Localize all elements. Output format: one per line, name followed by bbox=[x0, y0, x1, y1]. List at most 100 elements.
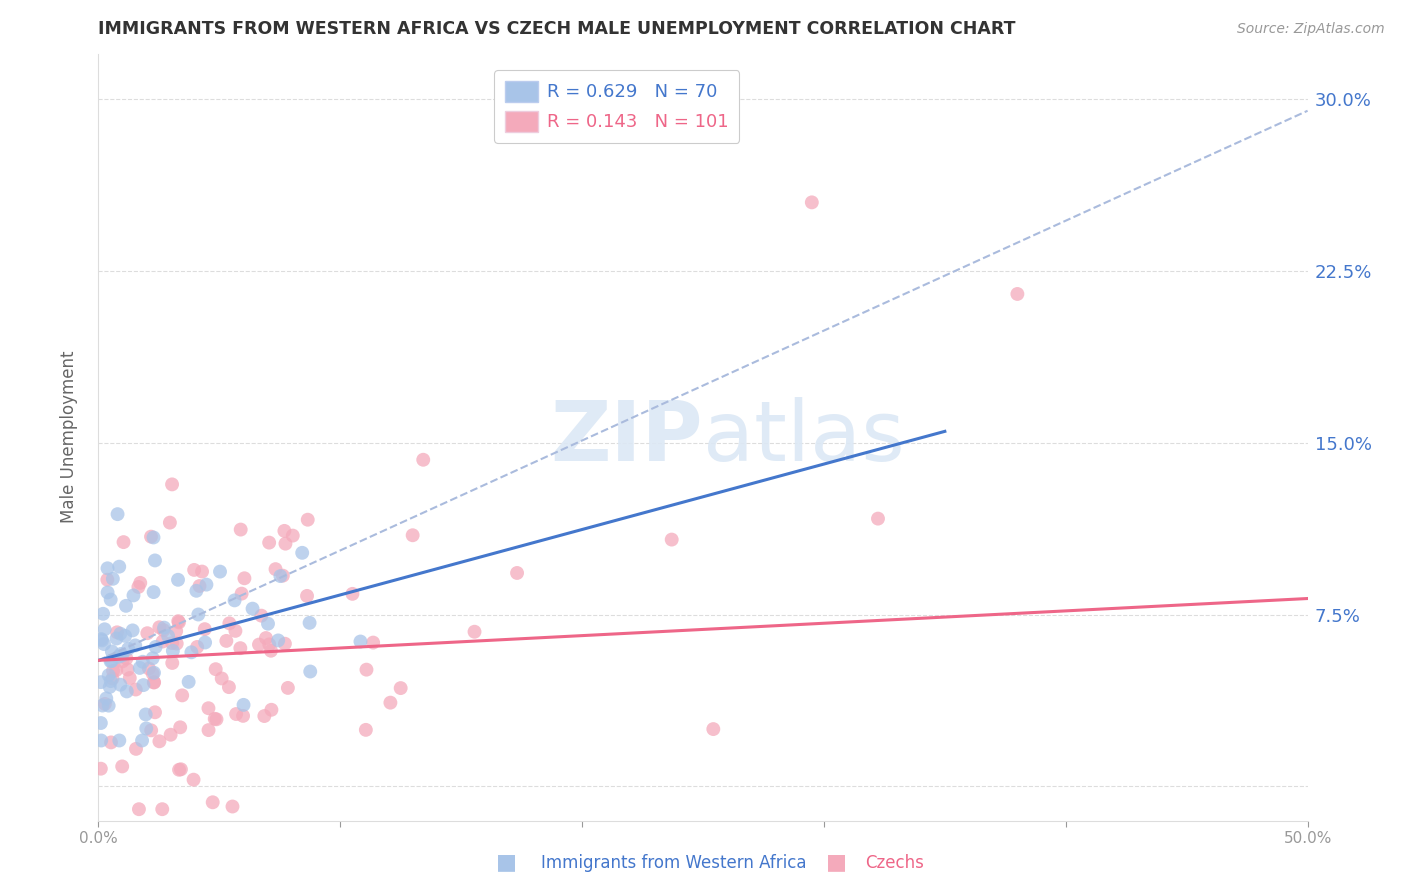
Point bbox=[143, 675, 166, 690]
Point bbox=[124, 639, 146, 653]
Point bbox=[91, 607, 114, 621]
Point bbox=[111, 648, 134, 663]
Point bbox=[412, 452, 434, 467]
Point bbox=[389, 681, 412, 695]
Point bbox=[108, 559, 131, 574]
Point bbox=[800, 195, 823, 210]
Point bbox=[91, 633, 114, 648]
Point bbox=[224, 593, 246, 607]
Point bbox=[242, 601, 264, 615]
Y-axis label: Male Unemployment: Male Unemployment bbox=[59, 351, 77, 524]
Text: ZIP: ZIP bbox=[551, 397, 703, 477]
Point bbox=[229, 641, 252, 656]
Point bbox=[93, 637, 115, 651]
Point bbox=[132, 678, 155, 692]
Point bbox=[135, 707, 157, 722]
Point bbox=[114, 629, 136, 643]
Point bbox=[100, 654, 122, 668]
Point bbox=[122, 588, 145, 602]
Point bbox=[354, 723, 377, 737]
Point bbox=[187, 607, 209, 622]
Point bbox=[661, 533, 683, 547]
Point bbox=[129, 575, 152, 590]
Point bbox=[93, 622, 115, 636]
Point bbox=[100, 592, 122, 607]
Point bbox=[107, 649, 129, 664]
Point bbox=[111, 654, 134, 668]
Point bbox=[349, 634, 371, 648]
Point bbox=[91, 698, 114, 713]
Point bbox=[159, 728, 181, 742]
Point bbox=[143, 553, 166, 567]
Point bbox=[101, 572, 124, 586]
Point bbox=[188, 579, 211, 593]
Point bbox=[125, 742, 148, 756]
Point bbox=[90, 675, 112, 690]
Point bbox=[277, 681, 299, 695]
Text: ■: ■ bbox=[827, 853, 846, 872]
Point bbox=[169, 720, 191, 734]
Point bbox=[110, 626, 132, 640]
Point bbox=[167, 614, 190, 628]
Point bbox=[271, 568, 294, 582]
Point bbox=[183, 563, 205, 577]
Point bbox=[142, 675, 165, 690]
Point bbox=[96, 561, 118, 575]
Point bbox=[125, 682, 148, 697]
Point bbox=[152, 634, 174, 648]
Point bbox=[150, 802, 173, 816]
Point bbox=[281, 528, 304, 542]
Point bbox=[380, 696, 402, 710]
Point bbox=[211, 672, 233, 686]
Point bbox=[90, 762, 112, 776]
Point bbox=[197, 701, 219, 715]
Point bbox=[204, 662, 226, 676]
Point bbox=[170, 762, 193, 776]
Point bbox=[142, 585, 165, 599]
Text: Immigrants from Western Africa: Immigrants from Western Africa bbox=[541, 855, 807, 872]
Point bbox=[205, 712, 228, 726]
Point bbox=[257, 616, 280, 631]
Point bbox=[143, 706, 166, 720]
Point bbox=[100, 735, 122, 749]
Point bbox=[260, 703, 283, 717]
Point bbox=[131, 733, 153, 747]
Point bbox=[101, 672, 124, 686]
Point bbox=[274, 637, 297, 651]
Point bbox=[90, 733, 112, 747]
Point bbox=[115, 599, 138, 613]
Point bbox=[96, 573, 118, 587]
Point bbox=[166, 636, 188, 650]
Point bbox=[260, 644, 283, 658]
Point bbox=[101, 664, 124, 678]
Text: IMMIGRANTS FROM WESTERN AFRICA VS CZECH MALE UNEMPLOYMENT CORRELATION CHART: IMMIGRANTS FROM WESTERN AFRICA VS CZECH … bbox=[98, 21, 1017, 38]
Point bbox=[274, 536, 297, 550]
Point bbox=[233, 571, 256, 585]
Point bbox=[702, 722, 724, 736]
Point bbox=[204, 712, 226, 726]
Point bbox=[231, 587, 253, 601]
Point bbox=[115, 684, 138, 698]
Point bbox=[117, 663, 139, 677]
Point bbox=[259, 637, 281, 651]
Point bbox=[145, 640, 167, 654]
Point bbox=[142, 531, 165, 545]
Point bbox=[218, 680, 240, 694]
Point bbox=[253, 709, 276, 723]
Point bbox=[232, 698, 254, 712]
Point bbox=[299, 665, 322, 679]
Point bbox=[160, 477, 183, 491]
Text: ■: ■ bbox=[496, 853, 516, 872]
Point bbox=[250, 608, 273, 623]
Point bbox=[269, 569, 291, 583]
Point bbox=[94, 697, 117, 711]
Point bbox=[162, 644, 184, 658]
Point bbox=[291, 546, 314, 560]
Point bbox=[180, 645, 202, 659]
Point bbox=[257, 535, 280, 549]
Point bbox=[264, 562, 287, 576]
Point bbox=[218, 616, 240, 631]
Point bbox=[100, 674, 122, 689]
Point bbox=[254, 631, 277, 645]
Point bbox=[356, 663, 378, 677]
